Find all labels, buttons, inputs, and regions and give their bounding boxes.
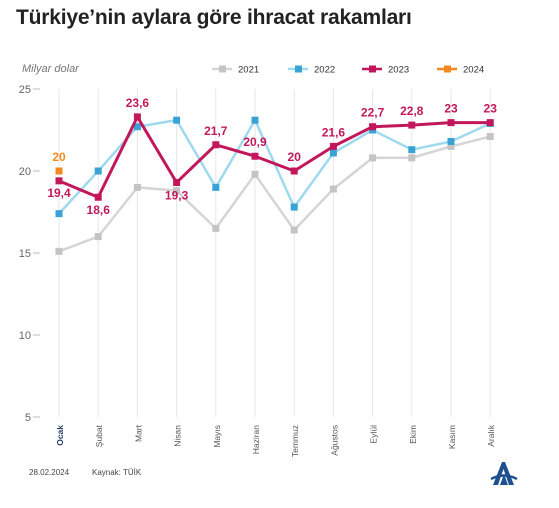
data-point-2023 (408, 121, 416, 129)
data-point-2022 (408, 146, 416, 154)
page-title: Türkiye’nin aylara göre ihracat rakamlar… (16, 6, 412, 29)
legend-marker-2021 (219, 65, 226, 73)
x-tick-label: Temmuz (290, 425, 300, 457)
data-label-2023: 23 (484, 102, 498, 116)
data-point-2021 (94, 233, 102, 241)
legend-marker-2022 (295, 65, 302, 73)
data-point-2021 (408, 154, 416, 162)
data-point-2021 (329, 185, 337, 193)
data-point-2023 (329, 142, 337, 150)
data-point-2021 (133, 183, 141, 191)
x-tick-label: Eylül (369, 425, 379, 444)
data-point-2021 (173, 187, 181, 195)
footer-date: 28.02.2024 (29, 468, 70, 477)
y-tick-label: 20 (19, 166, 31, 178)
data-point-2021 (447, 142, 455, 150)
x-tick-label: Mart (133, 424, 143, 442)
legend-label-2021: 2021 (238, 65, 259, 76)
series-line-2023 (58, 115, 491, 199)
x-tick-label: Ağustos (329, 425, 339, 456)
data-point-2022 (212, 183, 220, 191)
y-tick-label: 10 (19, 330, 31, 342)
data-point-2024 (55, 167, 63, 175)
x-tick-label: Şubat (94, 424, 104, 447)
x-tick-label: Mayıs (212, 425, 222, 448)
data-label-2023: 21,7 (204, 124, 228, 138)
data-point-2023 (55, 177, 63, 185)
data-point-2022 (55, 210, 63, 218)
data-label-2023: 22,8 (400, 104, 424, 118)
footer-source: Kaynak: TÜİK (92, 468, 142, 477)
legend-marker-2023 (369, 65, 376, 73)
anadolu-agency-logo (490, 462, 518, 485)
data-point-2021 (369, 154, 377, 162)
y-axis-label: Milyar dolar (22, 63, 80, 75)
data-point-2021 (55, 247, 63, 255)
x-tick-label: Ekim (408, 425, 418, 444)
data-point-2021 (251, 170, 259, 178)
data-label-2023: 23 (444, 102, 458, 116)
series-line-2022 (58, 118, 491, 215)
series-line-2021 (58, 135, 491, 253)
data-label-2023: 20 (288, 150, 302, 164)
x-tick-label: Haziran (251, 425, 261, 455)
data-point-2023 (212, 141, 220, 149)
x-tick-label: Nisan (173, 425, 183, 447)
data-point-2023 (173, 178, 181, 186)
data-point-2022 (329, 149, 337, 157)
data-point-2022 (447, 137, 455, 145)
data-label-2023: 23,6 (126, 96, 150, 110)
data-point-2022 (133, 123, 141, 131)
legend-marker-2024 (444, 65, 451, 73)
data-label-2023: 22,7 (361, 106, 385, 120)
y-tick-label: 15 (19, 248, 31, 260)
data-label-2023: 19,4 (47, 186, 71, 200)
x-tick-label: Ocak (55, 425, 65, 446)
data-label-2023: 19,3 (165, 188, 189, 202)
data-point-2023 (290, 167, 298, 175)
y-tick-label: 5 (25, 412, 31, 424)
data-point-2023 (447, 119, 455, 127)
data-point-2021 (290, 226, 298, 234)
data-point-2021 (212, 224, 220, 232)
data-point-2023 (133, 113, 141, 121)
data-point-2021 (486, 133, 494, 141)
data-point-2022 (173, 116, 181, 124)
legend-label-2024: 2024 (463, 65, 484, 76)
data-label-2023: 18,6 (87, 203, 111, 217)
data-label-2023: 20,9 (243, 135, 267, 149)
data-point-2022 (290, 203, 298, 211)
data-label-2024: 20 (52, 150, 66, 164)
data-point-2023 (94, 193, 102, 201)
x-tick-label: Kasım (447, 425, 457, 449)
data-point-2022 (251, 116, 259, 124)
data-point-2023 (251, 152, 259, 160)
y-tick-label: 25 (19, 84, 31, 96)
data-point-2023 (486, 119, 494, 127)
data-point-2022 (94, 167, 102, 175)
legend-label-2022: 2022 (314, 65, 335, 76)
x-tick-label: Aralık (486, 424, 496, 446)
data-point-2023 (369, 123, 377, 131)
data-label-2023: 21,6 (322, 125, 346, 139)
legend-label-2023: 2023 (388, 65, 409, 76)
